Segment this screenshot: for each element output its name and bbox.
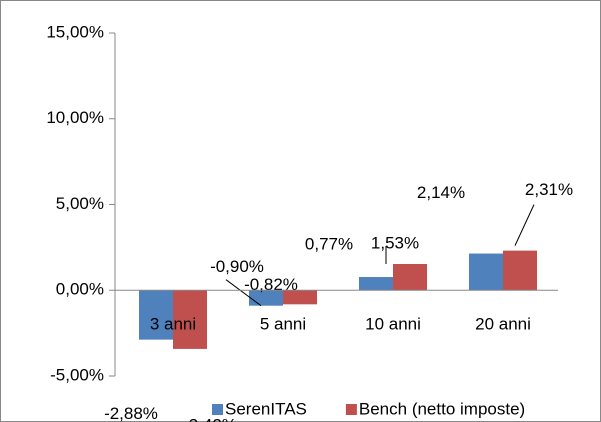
bar xyxy=(503,250,537,291)
bar xyxy=(359,277,393,291)
legend-swatch xyxy=(212,404,223,415)
y-tick-label: 10,00% xyxy=(46,108,104,127)
y-tick-label: 15,00% xyxy=(46,22,104,41)
x-tick-label: 10 anni xyxy=(365,314,421,333)
bar xyxy=(139,290,173,340)
bar xyxy=(173,290,207,349)
data-label: 2,31% xyxy=(525,180,573,199)
leader-line xyxy=(514,204,535,246)
data-label: 0,77% xyxy=(305,235,353,254)
legend-swatch xyxy=(345,404,357,415)
data-label: -0,82% xyxy=(244,275,298,294)
y-tick-label: 5,00% xyxy=(56,194,104,213)
x-tick-label: 3 anni xyxy=(150,314,196,333)
bar xyxy=(469,253,503,291)
leader-line xyxy=(225,279,262,307)
bar xyxy=(283,290,317,305)
legend-label: Bench (netto imposte) xyxy=(359,399,525,418)
bar xyxy=(249,290,283,306)
x-tick-label: 20 anni xyxy=(475,314,531,333)
x-tick-label: 5 anni xyxy=(260,314,306,333)
legend-label: SerenITAS xyxy=(225,399,307,418)
data-label: -0,90% xyxy=(210,257,264,276)
y-tick-label: -5,00% xyxy=(50,365,104,384)
data-label: 2,14% xyxy=(417,183,465,202)
data-label: -3,42% xyxy=(183,415,237,422)
bar xyxy=(393,264,427,291)
data-label: -2,88% xyxy=(104,404,158,422)
y-tick-label: 0,00% xyxy=(56,280,104,299)
data-label: 1,53% xyxy=(371,233,419,252)
